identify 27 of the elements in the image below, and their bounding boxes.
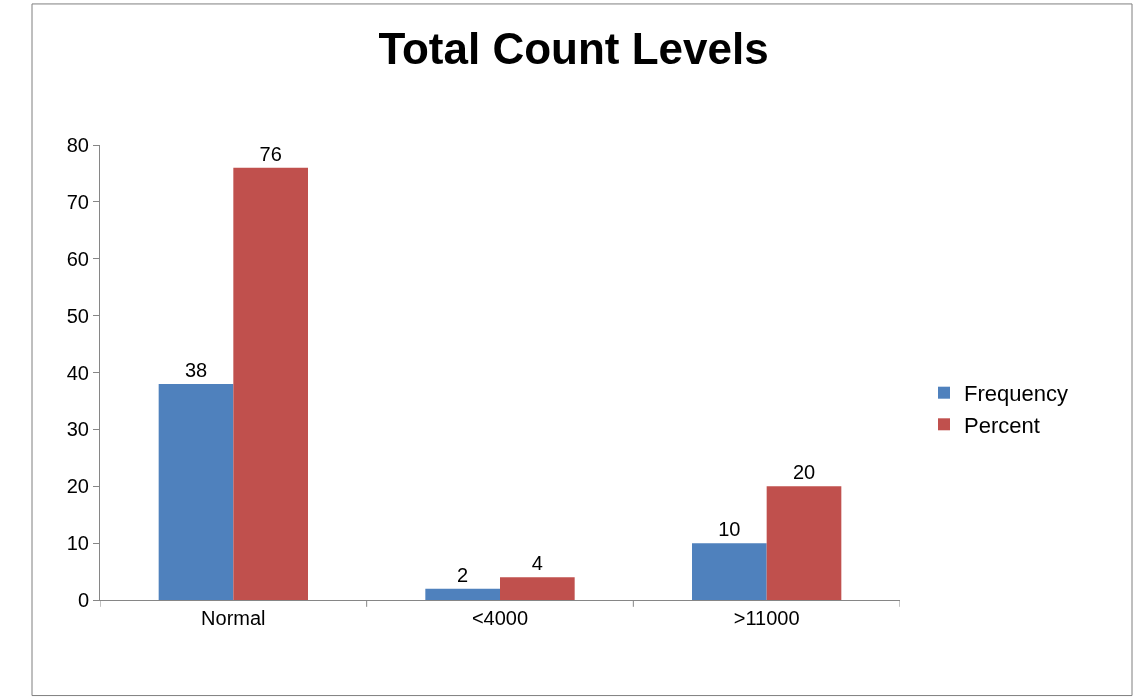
y-tick-label: 40 (66, 361, 89, 384)
y-tick-label: 70 (66, 190, 89, 213)
data-label: 10 (718, 518, 741, 541)
bar (425, 588, 500, 600)
y-tick-label: 20 (66, 475, 89, 498)
bar (158, 383, 234, 600)
x-tick-label: >11000 (733, 607, 800, 629)
bar (233, 167, 308, 600)
data-label: 76 (259, 142, 282, 165)
y-tick-label: 60 (66, 247, 89, 270)
y-tick-label: 0 (77, 589, 89, 611)
y-tick-label: 80 (66, 134, 89, 156)
data-label: 38 (184, 358, 208, 381)
legend-label: Frequency (964, 381, 1068, 407)
x-tick-label: Normal (201, 607, 266, 629)
y-tick-label: 50 (66, 304, 89, 327)
bar (692, 543, 767, 600)
data-label: 2 (457, 563, 469, 586)
y-tick-label: 10 (66, 532, 89, 555)
x-tick-label: <4000 (471, 607, 529, 629)
legend-label: Percent (964, 412, 1040, 438)
bar (500, 577, 575, 600)
data-label: 4 (531, 552, 543, 575)
chart-title: Total Count Levels (378, 24, 769, 74)
bar (766, 486, 842, 600)
y-tick-label: 30 (66, 418, 89, 441)
data-label: 20 (792, 461, 816, 484)
